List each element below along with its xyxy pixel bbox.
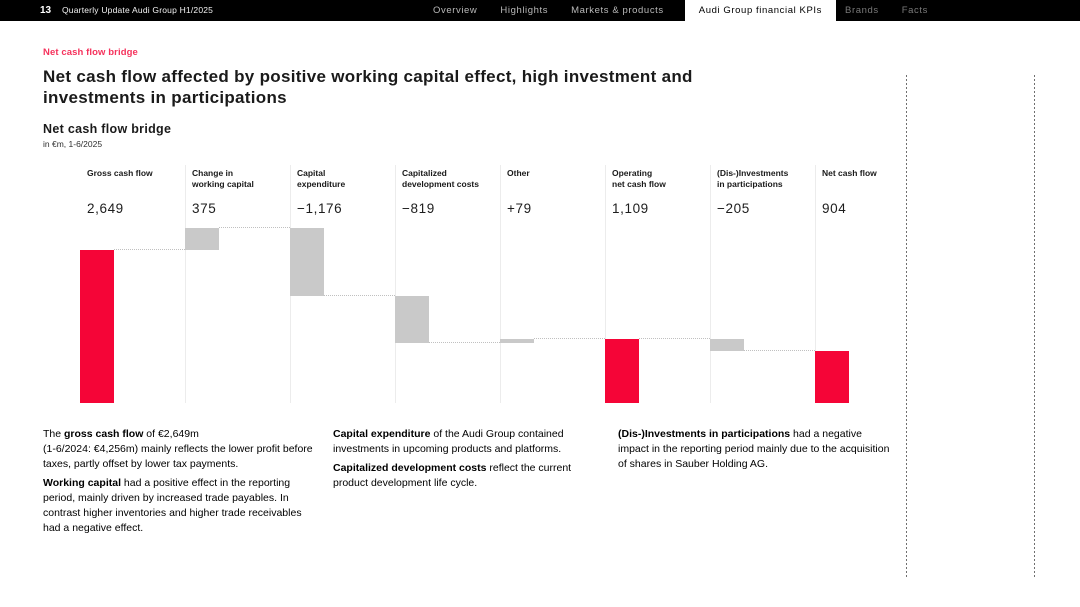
tab-brands[interactable]: Brands [845, 5, 879, 16]
bar-label: Capital expenditure [297, 168, 346, 189]
chart-unit-label: in €m, 1-6/2025 [43, 139, 103, 149]
tab-markets-products[interactable]: Markets & products [571, 5, 664, 16]
waterfall-bar [605, 338, 639, 403]
top-nav-bar: 13 Quarterly Update Audi Group H1/2025 O… [0, 0, 1080, 21]
column-separator [605, 165, 606, 403]
waterfall-bar [710, 338, 744, 351]
commentary-paragraph: Capital expenditure of the Audi Group co… [333, 428, 567, 455]
column-separator [815, 165, 816, 403]
column-separator [395, 165, 396, 403]
bar-label: Gross cash flow [87, 168, 153, 178]
waterfall-bar [815, 350, 849, 403]
page-title-line2: investments in participations [43, 88, 287, 107]
bar-value: −819 [402, 201, 435, 216]
bar-value: −205 [717, 201, 750, 216]
bar-label: Net cash flow [822, 168, 877, 178]
waterfall-bar [80, 249, 114, 403]
commentary-column-2: Capital expenditure of the Audi Group co… [333, 427, 597, 495]
bar-value: +79 [507, 201, 532, 216]
tab-facts[interactable]: Facts [901, 5, 928, 16]
eyebrow-label: Net cash flow bridge [43, 47, 138, 58]
waterfall-chart: Gross cash flow 2,649 Change in working cap… [80, 165, 906, 403]
bar-label: (Dis-)Investments in participations [717, 168, 789, 189]
waterfall-connector [114, 248, 185, 250]
waterfall-bar [500, 338, 534, 344]
bar-label: Operating net cash flow [612, 168, 666, 189]
page-number: 13 [40, 5, 52, 16]
deck-title: Quarterly Update Audi Group H1/2025 [62, 5, 214, 15]
bar-value: 375 [192, 201, 217, 216]
bar-label: Capitalized development costs [402, 168, 479, 189]
bar-value: 2,649 [87, 201, 124, 216]
commentary-paragraph: Capitalized development costs reflect th… [333, 462, 575, 489]
waterfall-bar [185, 228, 219, 250]
page-title: Net cash flow affected by positive worki… [43, 66, 873, 108]
tab-highlights[interactable]: Highlights [500, 5, 549, 16]
commentary-paragraph: The gross cash flow of €2,649m (1-6/2024… [43, 428, 313, 470]
nav-tabs: Overview Highlights Markets & products A… [433, 0, 951, 21]
column-separator [710, 165, 711, 403]
bar-label: Change in working capital [192, 168, 254, 189]
commentary-column-3: (Dis-)Investments in participations had … [618, 427, 894, 476]
page-title-line1: Net cash flow affected by positive worki… [43, 67, 693, 86]
dashed-guide-line-right [1034, 75, 1035, 577]
bar-label: Other [507, 168, 530, 178]
chart-title: Net cash flow bridge [43, 122, 172, 136]
bar-value: 1,109 [612, 201, 649, 216]
commentary-paragraph: Working capital had a positive effect in… [43, 477, 305, 534]
tab-audi-group-financial-kpis[interactable]: Audi Group financial KPIs [684, 0, 837, 21]
tab-overview[interactable]: Overview [433, 5, 478, 16]
waterfall-bar [290, 228, 324, 297]
waterfall-connector [639, 337, 710, 339]
waterfall-bar [395, 296, 429, 344]
commentary-paragraph: (Dis-)Investments in participations had … [618, 428, 893, 470]
waterfall-connector [219, 227, 290, 228]
bar-value: 904 [822, 201, 847, 216]
waterfall-connector [744, 349, 815, 351]
column-separator [185, 165, 186, 403]
column-separator [500, 165, 501, 403]
waterfall-connector [429, 342, 500, 344]
commentary-column-1: The gross cash flow of €2,649m (1-6/2024… [43, 427, 319, 540]
dashed-guide-line-left [906, 75, 907, 577]
waterfall-connector [324, 295, 395, 297]
bar-value: −1,176 [297, 201, 343, 216]
waterfall-connector [534, 337, 605, 339]
